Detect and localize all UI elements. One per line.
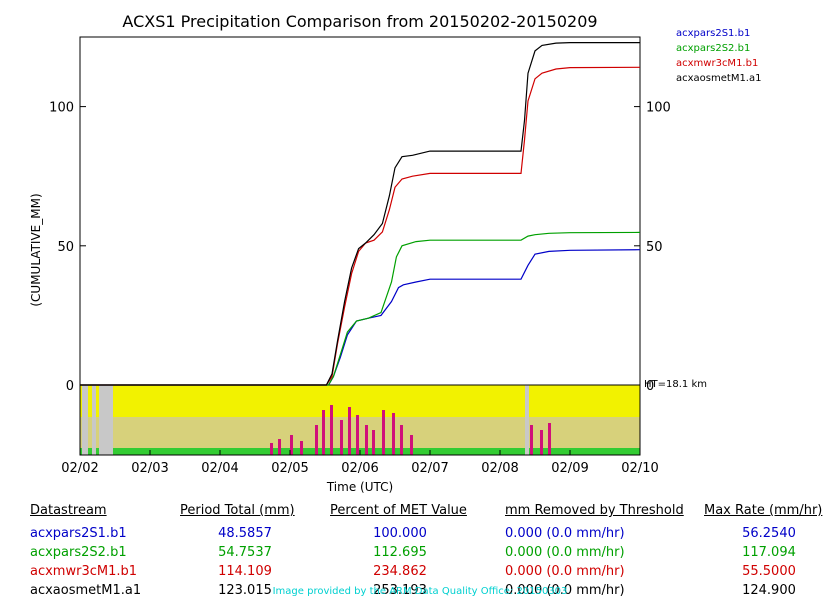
curtain-streak [330, 405, 333, 455]
plot-area: 0 0 50 50 100 100 02/02 02/03 02/04 02/05 02/06 02/… [49, 36, 671, 476]
x-tick-label: 02/03 [131, 461, 168, 476]
table-header-percent: Percent of MET Value [330, 503, 467, 518]
legend-entry-s1: acxpars2S1.b1 [676, 28, 751, 39]
curtain-streak [530, 425, 533, 455]
curtain-gap [92, 385, 96, 455]
chart-title: ACXS1 Precipitation Comparison from 2015… [122, 12, 597, 31]
curtain-gap [525, 385, 529, 455]
table-cell-name: acxaosmetM1.a1 [30, 583, 142, 598]
curtain-streak [340, 420, 343, 455]
table-cell-name: acxpars2S2.b1 [30, 545, 127, 560]
x-tick-label: 02/09 [551, 461, 588, 476]
curtain-gap [99, 385, 113, 455]
x-tick-label: 02/06 [341, 461, 378, 476]
series-line-acxpars2S2.b1 [80, 231, 641, 386]
table-cell-percent: 100.000 [373, 526, 427, 541]
x-tick-label: 02/05 [271, 461, 308, 476]
table-cell-removed: 0.000 (0.0 mm/hr) [505, 545, 625, 560]
x-tick-label: 02/08 [481, 461, 518, 476]
table-header-maxrate: Max Rate (mm/hr) [704, 503, 823, 518]
curtain-streak [300, 441, 303, 455]
curtain-streak [322, 410, 325, 455]
y-tick-label-right: 100 [646, 101, 671, 116]
table-cell-removed: 0.000 (0.0 mm/hr) [505, 526, 625, 541]
table-header-datastream: Datastream [30, 503, 107, 518]
legend-entry-s2: acxpars2S2.b1 [676, 43, 751, 54]
x-tick-label: 02/02 [61, 461, 98, 476]
table-cell-max_rate: 55.5000 [742, 564, 796, 579]
table-cell-max_rate: 56.2540 [742, 526, 796, 541]
x-tick-label: 02/07 [411, 461, 448, 476]
curtain-streak [270, 443, 273, 455]
table-cell-total: 48.5857 [218, 526, 272, 541]
height-label: HT=18.1 km [644, 379, 707, 390]
table-cell-total: 114.109 [218, 564, 272, 579]
curtain-streak [392, 413, 395, 455]
table-cell-percent: 253.193 [373, 583, 427, 598]
table-header-total: Period Total (mm) [180, 503, 295, 518]
table-cell-max_rate: 117.094 [742, 545, 796, 560]
curtain-streak [365, 425, 368, 455]
curtain-streak [548, 423, 551, 455]
curtain-streak [540, 430, 543, 455]
table-cell-removed: 0.000 (0.0 mm/hr) [505, 564, 625, 579]
legend-entry-mwr: acxmwr3cM1.b1 [676, 58, 759, 69]
x-tick-label: 02/10 [621, 461, 658, 476]
legend-entry-met: acxaosmetM1.a1 [676, 73, 762, 84]
table-cell-name: acxmwr3cM1.b1 [30, 564, 138, 579]
series-line-acxaosmetM1.a1 [80, 42, 640, 386]
y-tick-label-right: 50 [646, 240, 663, 255]
y-tick-label-right: 0 [646, 379, 654, 394]
series-line-acxpars2S1.b1 [80, 249, 641, 386]
curtain-streak [290, 435, 293, 455]
curtain-streak [278, 439, 281, 455]
cloud-curtain-panel [79, 384, 641, 456]
y-tick-label: 0 [66, 379, 74, 394]
curtain-streak [382, 410, 385, 455]
x-tick-label: 02/04 [201, 461, 238, 476]
y-axis-label: (CUMULATIVE_MM) [29, 193, 43, 306]
table-cell-max_rate: 124.900 [742, 583, 796, 598]
y-tick-label: 100 [49, 101, 74, 116]
table-cell-removed: 0.000 (0.0 mm/hr) [505, 583, 625, 598]
y-tick-label: 50 [57, 240, 74, 255]
curtain-streak [315, 425, 318, 455]
curtain-streak [372, 430, 375, 455]
table-cell-percent: 112.695 [373, 545, 427, 560]
footer-credit: Image provided by the ARM Data Quality O… [272, 586, 568, 597]
curtain-streak [410, 435, 413, 455]
table-cell-total: 54.7537 [218, 545, 272, 560]
series-line-acxmwr3cM1.b1 [80, 66, 641, 386]
x-axis-label: Time (UTC) [326, 480, 393, 494]
curtain-gap [82, 385, 88, 455]
plot-frame [79, 36, 641, 386]
curtain-streak [356, 415, 359, 455]
curtain-streak [400, 425, 403, 455]
table-header-removed: mm Removed by Threshold [505, 503, 684, 518]
table-cell-total: 123.015 [218, 583, 272, 598]
table-cell-name: acxpars2S1.b1 [30, 526, 127, 541]
table-cell-percent: 234.862 [373, 564, 427, 579]
curtain-streak [348, 407, 351, 455]
